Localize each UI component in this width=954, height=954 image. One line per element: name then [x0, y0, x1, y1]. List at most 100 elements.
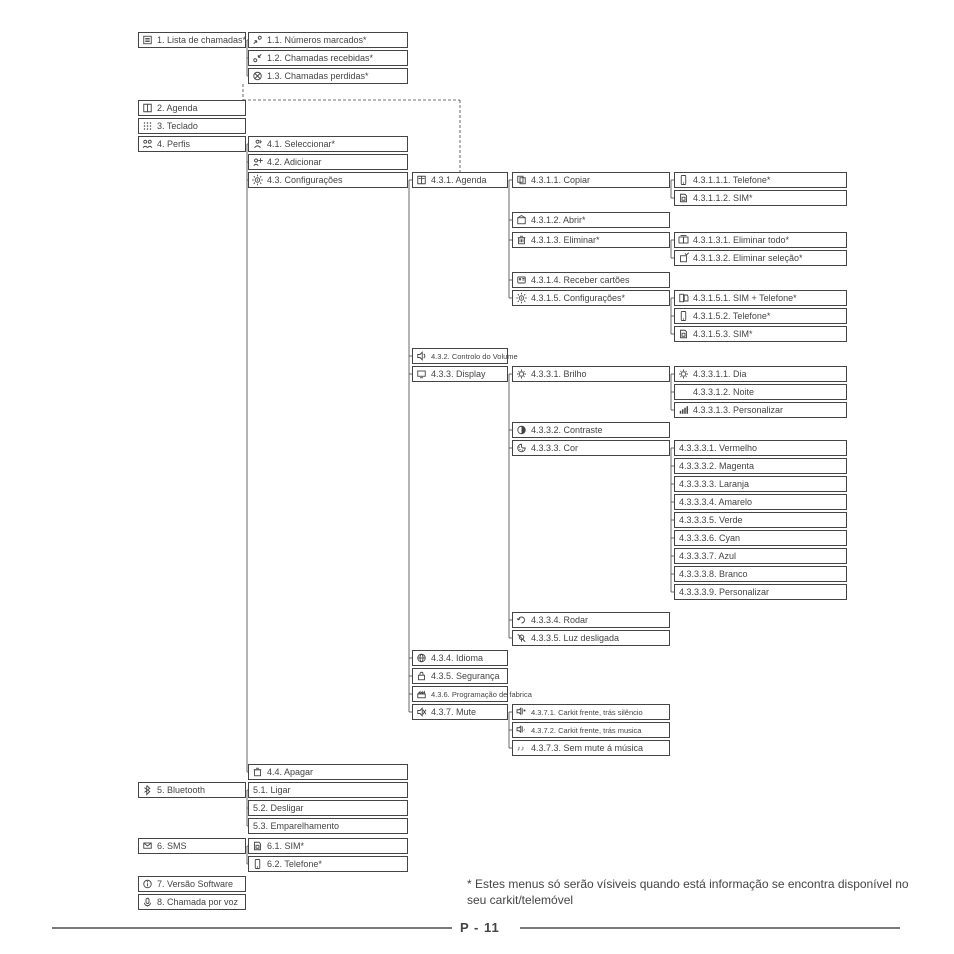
- menu-item-c3: 4.3.3.3.3. Laranja: [674, 476, 847, 492]
- menu-item-b4_3_7_1: 4.3.7.1. Carkit frente, trás silêncio: [512, 704, 670, 720]
- menu-label: 1.2. Chamadas recebidas*: [267, 53, 373, 63]
- menu-item-b4_3_1_5_1: 4.3.1.5.1. SIM + Telefone*: [674, 290, 847, 306]
- menu-item-b2: 2. Agenda: [138, 100, 246, 116]
- menu-label: 4. Perfis: [157, 139, 190, 149]
- menu-item-b4_3_1_5: 4.3.1.5. Configurações*: [512, 290, 670, 306]
- menu-item-b4_3_1_1_2: 4.3.1.1.2. SIM*: [674, 190, 847, 206]
- menu-item-b4_3: 4.3. Configurações: [248, 172, 408, 188]
- menu-label: 7. Versão Software: [157, 879, 233, 889]
- page-number: P - 11: [460, 920, 500, 935]
- menu-label: 4.3.7.2. Carkit frente, trás musica: [531, 726, 641, 735]
- menu-item-b4_3_3_2: 4.3.3.2. Contraste: [512, 422, 670, 438]
- delsel-icon: [677, 252, 690, 264]
- menu-item-b5_1: 5.1. Ligar: [248, 782, 408, 798]
- menu-label: 4.3.3.1. Brilho: [531, 369, 587, 379]
- menu-label: 4.3.3.1.3. Personalizar: [693, 405, 783, 415]
- menu-label: 4.3.4. Idioma: [431, 653, 483, 663]
- menu-label: 4.3.3.3. Cor: [531, 443, 578, 453]
- keypad-icon: [141, 120, 154, 132]
- menu-label: 4.3.3.3.4. Amarelo: [679, 497, 752, 507]
- menu-item-c5: 4.3.3.3.5. Verde: [674, 512, 847, 528]
- lightoff-icon: [515, 632, 528, 644]
- menu-label: 4.3.1.5. Configurações*: [531, 293, 625, 303]
- menu-label: 1.3. Chamadas perdidas*: [267, 71, 369, 81]
- menu-label: 4.3.3.4. Rodar: [531, 615, 588, 625]
- sms-icon: [141, 840, 154, 852]
- menu-label: 4.3.3.3.5. Verde: [679, 515, 743, 525]
- menu-label: 4.3.3.3.6. Cyan: [679, 533, 740, 543]
- menu-item-b6: 6. SMS: [138, 838, 246, 854]
- menu-label: 4.3.1.2. Abrir*: [531, 215, 586, 225]
- menu-item-b4_3_2: 4.3.2. Controlo do Volume: [412, 348, 508, 364]
- menu-item-b4_3_6: 4.3.6. Programação de fabrica: [412, 686, 508, 702]
- menu-label: 4.3.1.5.1. SIM + Telefone*: [693, 293, 797, 303]
- rule-right: [520, 927, 900, 929]
- menu-label: 4.3.7.1. Carkit frente, trás silêncio: [531, 708, 643, 717]
- menu-item-b5: 5. Bluetooth: [138, 782, 246, 798]
- menu-label: 6.1. SIM*: [267, 841, 304, 851]
- menu-item-b4_3_1_1_1: 4.3.1.1.1. Telefone*: [674, 172, 847, 188]
- menu-item-c2: 4.3.3.3.2. Magenta: [674, 458, 847, 474]
- menu-item-b4_3_4: 4.3.4. Idioma: [412, 650, 508, 666]
- menu-label: 8. Chamada por voz: [157, 897, 238, 907]
- menu-item-b3: 3. Teclado: [138, 118, 246, 134]
- lock-icon: [415, 670, 428, 682]
- received-icon: [251, 52, 264, 64]
- trash-icon: [251, 766, 264, 778]
- menu-label: 4.3.5. Segurança: [431, 671, 500, 681]
- menu-item-b4_2: 4.2. Adicionar: [248, 154, 408, 170]
- menu-item-b4_3_1_3_1: 4.3.1.3.1. Eliminar todo*: [674, 232, 847, 248]
- menu-label: 4.3.2. Controlo do Volume: [431, 352, 518, 361]
- menu-label: 4.3.3.3.2. Magenta: [679, 461, 754, 471]
- menu-item-b4_3_3_1_2: 4.3.3.1.2. Noite: [674, 384, 847, 400]
- menu-label: 4.3.1.4. Receber cartões: [531, 275, 630, 285]
- menu-item-b4_1: 4.1. Seleccionar*: [248, 136, 408, 152]
- menu-label: 4.3.3.3.9. Personalizar: [679, 587, 769, 597]
- menu-item-c1: 4.3.3.3.1. Vermelho: [674, 440, 847, 456]
- menu-label: 3. Teclado: [157, 121, 198, 131]
- menu-label: 4.4. Apagar: [267, 767, 313, 777]
- copy-icon: [515, 174, 528, 186]
- menu-label: 4.3.1.3.1. Eliminar todo*: [693, 235, 789, 245]
- phone-icon: [251, 858, 264, 870]
- moon-icon: [677, 386, 690, 398]
- menu-item-b1_3: 1.3. Chamadas perdidas*: [248, 68, 408, 84]
- menu-label: 4.3.3.1.1. Dia: [693, 369, 747, 379]
- menu-label: 4.3.7.3. Sem mute á música: [531, 743, 643, 753]
- menu-label: 2. Agenda: [157, 103, 198, 113]
- profile-icon: [141, 138, 154, 150]
- svg-text:♪♪: ♪♪: [517, 743, 525, 752]
- menu-item-b4_3_3_1_1: 4.3.3.1.1. Dia: [674, 366, 847, 382]
- menu-label: 4.3.1.5.2. Telefone*: [693, 311, 770, 321]
- menu-item-b4_3_3_5: 4.3.3.5. Luz desligada: [512, 630, 670, 646]
- menu-label: 4.3.1.3.2. Eliminar seleção*: [693, 253, 803, 263]
- menu-label: 4.3.3.3.8. Branco: [679, 569, 748, 579]
- mute-icon: [415, 706, 428, 718]
- sim2-icon: [677, 328, 690, 340]
- missed-icon: [251, 70, 264, 82]
- menu-item-c6: 4.3.3.3.6. Cyan: [674, 530, 847, 546]
- menu-item-b5_2: 5.2. Desligar: [248, 800, 408, 816]
- globe-icon: [415, 652, 428, 664]
- contrast-icon: [515, 424, 528, 436]
- sun-icon: [515, 368, 528, 380]
- menu-item-b6_2: 6.2. Telefone*: [248, 856, 408, 872]
- menu-item-b4_3_7_3: ♪♪ 4.3.7.3. Sem mute á música: [512, 740, 670, 756]
- menu-item-c4: 4.3.3.3.4. Amarelo: [674, 494, 847, 510]
- menu-item-b1: 1. Lista de chamadas*: [138, 32, 246, 48]
- menu-label: 5.2. Desligar: [253, 803, 304, 813]
- menu-item-b4_3_1_3: 4.3.1.3. Eliminar*: [512, 232, 670, 248]
- menu-item-b4_3_1_5_3: 4.3.1.5.3. SIM*: [674, 326, 847, 342]
- menu-item-b4: 4. Perfis: [138, 136, 246, 152]
- delall-icon: [677, 234, 690, 246]
- dialed-icon: [251, 34, 264, 46]
- sun2-icon: [677, 368, 690, 380]
- menu-label: 4.3. Configurações: [267, 175, 343, 185]
- mute1-icon: [515, 706, 528, 718]
- menu-item-b4_3_1_3_2: 4.3.1.3.2. Eliminar seleção*: [674, 250, 847, 266]
- menu-label: 4.1. Seleccionar*: [267, 139, 335, 149]
- menu-item-b4_3_1_4: 4.3.1.4. Receber cartões: [512, 272, 670, 288]
- bars-icon: [677, 404, 690, 416]
- menu-item-b4_3_1: 4.3.1. Agenda: [412, 172, 508, 188]
- menu-label: 4.3.1.1.2. SIM*: [693, 193, 753, 203]
